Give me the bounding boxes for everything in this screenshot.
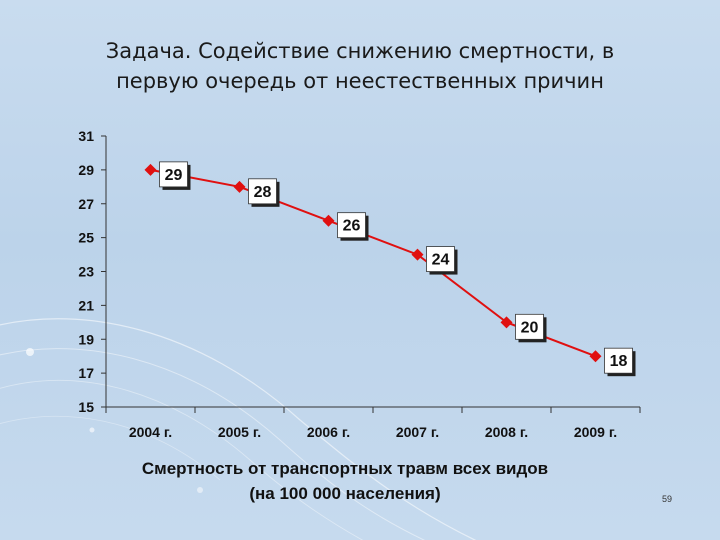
y-tick-label: 15 [78,399,94,415]
caption-line-2: (на 100 000 населения) [249,484,441,503]
data-label: 29 [165,167,183,184]
data-point-marker [233,180,246,193]
x-tick-label: 2008 г. [485,424,528,440]
y-tick-label: 21 [78,297,94,313]
data-point-marker [500,316,513,329]
slide-title-line-1: Задача. Содействие снижению смертности, … [105,39,615,63]
x-tick-label: 2004 г. [129,424,172,440]
data-point-marker [589,350,602,363]
slide-title-line-2: первую очередь от неестественных причин [116,69,604,93]
data-label-box [159,161,188,188]
y-tick-label: 29 [78,162,94,178]
data-point-marker [411,248,424,261]
page-number: 59 [662,494,673,504]
data-label-box [426,246,455,272]
data-label-box [248,178,277,205]
data-point-marker [144,163,157,176]
data-label-box [604,347,633,374]
x-tick-label: 2009 г. [574,424,617,440]
caption-line-1: Смертность от транспортных травм всех ви… [141,459,549,478]
slide-title: Задача. Содействие снижению смертности, … [40,36,680,96]
y-tick-label: 25 [78,230,94,246]
x-tick-label: 2006 г. [307,424,350,440]
data-label: 24 [432,252,450,269]
x-tick-label: 2005 г. [218,424,261,440]
y-tick-label: 17 [78,365,94,381]
y-tick-label: 31 [78,128,94,144]
x-tick-label: 2007 г. [396,424,439,440]
y-tick-label: 27 [78,196,94,212]
data-label-box [337,212,366,239]
y-tick-label: 23 [78,264,94,280]
y-tick-label: 19 [78,331,94,347]
data-label: 28 [254,184,272,201]
data-label: 26 [343,218,361,235]
data-label: 18 [610,353,628,370]
data-point-marker [322,214,335,227]
data-label-box [515,313,544,340]
data-label: 20 [521,319,539,336]
chart-caption: Смертность от транспортных травм всех ви… [80,456,610,506]
